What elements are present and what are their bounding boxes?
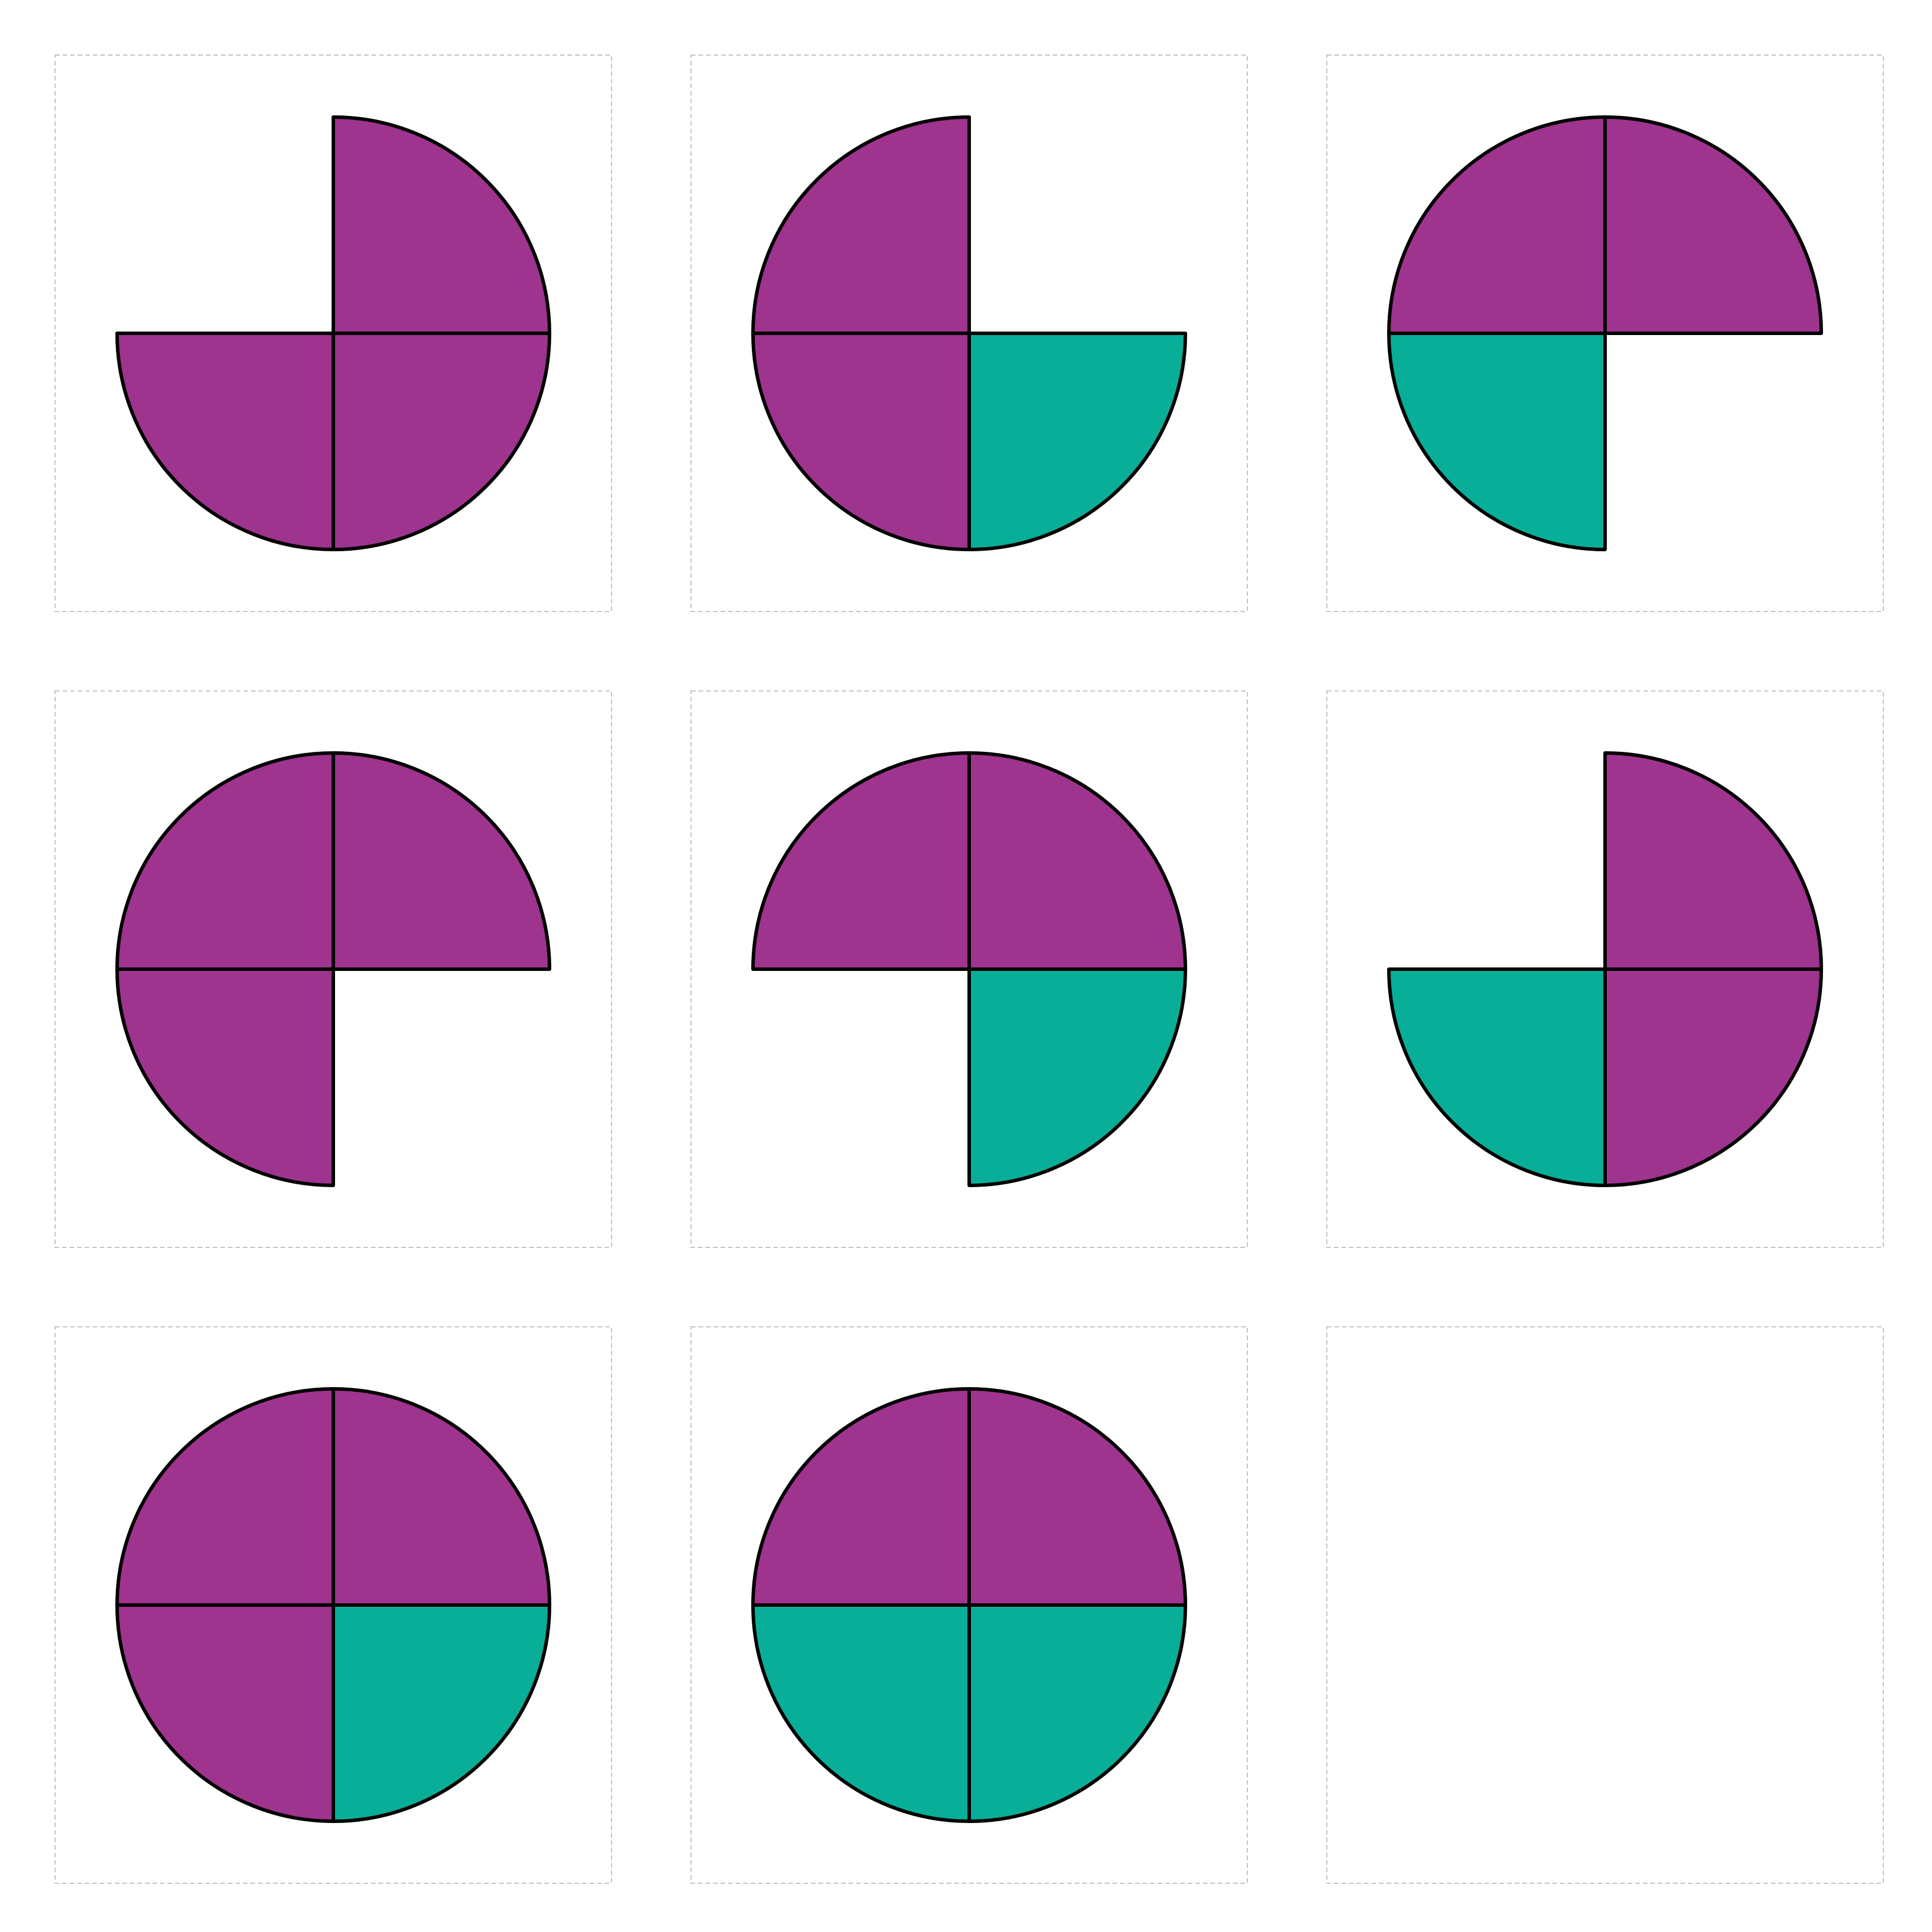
quadrant-bottom-right-teal (332, 1603, 551, 1823)
quadrant-top-right-purple (332, 1387, 551, 1607)
quadrant-bottom-left-purple (115, 967, 335, 1187)
panel-r2c2 (690, 690, 1248, 1248)
quadrant-bottom-right-teal (967, 967, 1187, 1187)
quadrant-bottom-right-teal (967, 1603, 1187, 1823)
quadrant-top-right-purple (967, 751, 1187, 971)
panel-frame (1326, 1326, 1884, 1884)
quadrant-bottom-left-teal (1387, 967, 1607, 1187)
quadrant-top-left-purple (751, 1387, 971, 1607)
panel-r2c3 (1326, 690, 1884, 1248)
quadrant-bottom-left-purple (115, 332, 335, 551)
quadrant-bottom-right-purple (332, 332, 551, 551)
quadrant-top-right-purple (1603, 115, 1823, 335)
quadrant-bottom-right-teal (967, 332, 1187, 551)
quadrant-top-left-purple (115, 1387, 335, 1607)
panel-r1c2 (690, 54, 1248, 612)
quadrant-top-right-purple (332, 751, 551, 971)
panel-r3c3 (1326, 1326, 1884, 1884)
quadrant-bottom-left-purple (751, 332, 971, 551)
quadrant-top-right-purple (967, 1387, 1187, 1607)
quadrant-top-right-purple (1603, 751, 1823, 971)
quadrant-bottom-left-teal (751, 1603, 971, 1823)
quadrant-top-left-purple (115, 751, 335, 971)
panel-r3c2 (690, 1326, 1248, 1884)
panel-r1c1 (54, 54, 612, 612)
quadrant-bottom-left-purple (115, 1603, 335, 1823)
panel-r3c1 (54, 1326, 612, 1884)
quadrant-bottom-right-purple (1603, 967, 1823, 1187)
quadrant-bottom-left-teal (1387, 332, 1607, 551)
quadrant-top-right-purple (332, 115, 551, 335)
quadrant-top-left-purple (751, 751, 971, 971)
quadrant-top-left-purple (1387, 115, 1607, 335)
panel-r1c3 (1326, 54, 1884, 612)
panel-r2c1 (54, 690, 612, 1248)
quadrant-top-left-purple (751, 115, 971, 335)
